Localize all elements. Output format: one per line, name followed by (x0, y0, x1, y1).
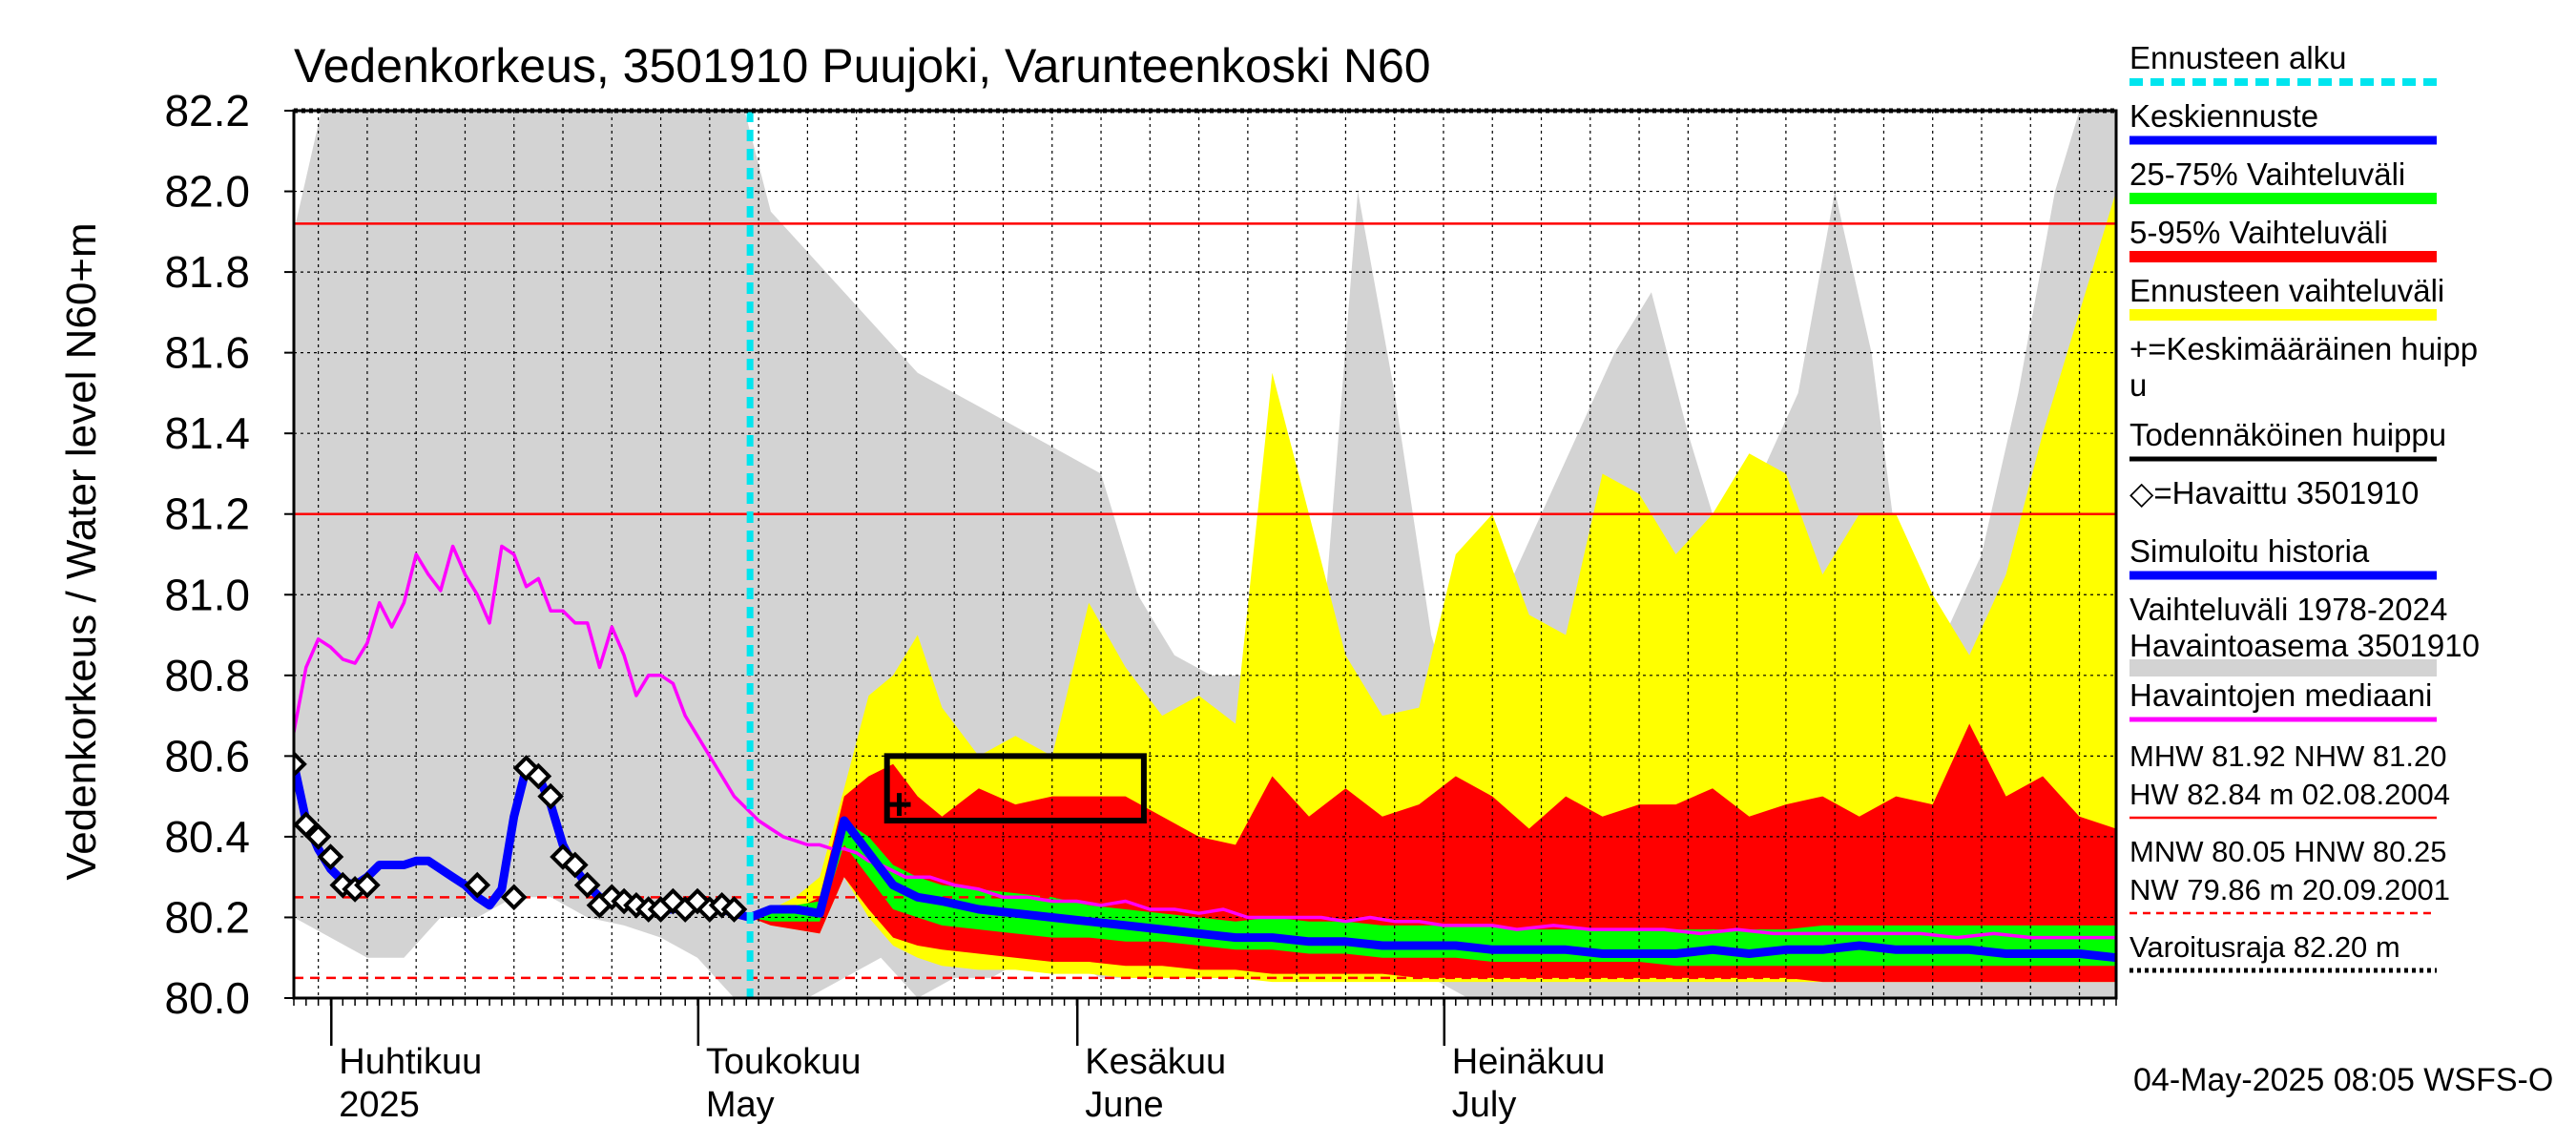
month-label-fi: Huhtikuu (339, 1042, 482, 1082)
legend-label-2: u (2129, 367, 2147, 403)
observed-point (294, 750, 307, 778)
y-tick-label: 80.4 (164, 812, 250, 862)
band-25-75-area (750, 821, 2116, 967)
month-label-en: June (1085, 1085, 1163, 1125)
observed-point (304, 823, 332, 850)
median-observed-line (294, 544, 2116, 940)
legend-label: Ennusteen vaihteluväli (2129, 273, 2444, 308)
stats-label: Varoitusraja 82.20 m (2129, 930, 2400, 964)
y-tick-label: 82.2 (164, 86, 250, 135)
legend-label: 25-75% Vaihteluväli (2129, 156, 2405, 192)
legend-label: Todennäköinen huippu (2129, 417, 2446, 452)
legend-label: 5-95% Vaihteluväli (2129, 215, 2388, 250)
stats-label: MHW 81.92 NHW 81.20 (2129, 739, 2447, 773)
observed-point (317, 843, 344, 870)
stats-label: MNW 80.05 HNW 80.25 (2129, 835, 2447, 868)
month-label-en: May (706, 1085, 775, 1125)
legend-label: +=Keskimääräinen huipp (2129, 331, 2478, 366)
y-tick-label: 81.0 (164, 570, 250, 619)
y-tick-label: 81.2 (164, 489, 250, 539)
observed-point (354, 871, 381, 899)
probable-peak-box (883, 753, 1147, 824)
month-label-fi: Kesäkuu (1085, 1042, 1226, 1082)
forecast-range-area (750, 191, 2116, 983)
y-tick-label: 80.6 (164, 731, 250, 781)
mean-forecast-line (745, 816, 2116, 963)
observed-point (525, 762, 552, 790)
y-tick-label: 80.8 (164, 651, 250, 700)
observed-point (464, 871, 491, 899)
legend-label: Simuloitu historia (2129, 533, 2370, 569)
timestamp: 04-May-2025 08:05 WSFS-O (2133, 1062, 2553, 1098)
legend-label-2: Havaintoasema 3501910 (2129, 628, 2480, 663)
legend-label: ◇=Havaittu 3501910 (2129, 475, 2419, 510)
month-label-en: 2025 (339, 1085, 420, 1125)
y-tick-label: 81.4 (164, 408, 250, 458)
y-tick-label: 81.6 (164, 328, 250, 378)
legend-label: Ennusteen alku (2129, 40, 2347, 75)
y-tick-labels: 80.0 80.2 80.4 80.6 80.8 81.0 81.2 81.4 81.6 81.8… (164, 86, 294, 1023)
observed-point (562, 851, 589, 879)
observed-point (294, 811, 320, 839)
observed-point (720, 896, 748, 923)
month-label-fi: Toukokuu (706, 1042, 862, 1082)
legend-label: Keskiennuste (2129, 98, 2318, 134)
y-tick-label: 82.0 (164, 167, 250, 217)
y-tick-label: 81.8 (164, 247, 250, 297)
observed-point (500, 884, 528, 911)
y-tick-label: 80.2 (164, 892, 250, 942)
plot-area (294, 111, 2116, 998)
legend: Ennusteen alku Keskiennuste 25-75% Vaihtel… (2129, 40, 2480, 973)
observed-point (537, 782, 565, 810)
y-axis-label: Vedenkorkeus / Water level N60+m (58, 222, 105, 880)
month-label-en: July (1452, 1085, 1517, 1125)
y-tick-label: 80.0 (164, 973, 250, 1023)
mean-peak-marker (887, 793, 911, 817)
month-label-fi: Heinäkuu (1452, 1042, 1606, 1082)
stats-label-2: NW 79.86 m 20.09.2001 (2129, 873, 2450, 906)
legend-label: Havaintojen mediaani (2129, 677, 2432, 713)
stats-label-2: HW 82.84 m 02.08.2004 (2129, 778, 2450, 811)
legend-label: Vaihteluväli 1978-2024 (2129, 592, 2447, 627)
observed-point (573, 871, 601, 899)
chart-title: Vedenkorkeus, 3501910 Puujoki, Varunteen… (294, 39, 1431, 93)
